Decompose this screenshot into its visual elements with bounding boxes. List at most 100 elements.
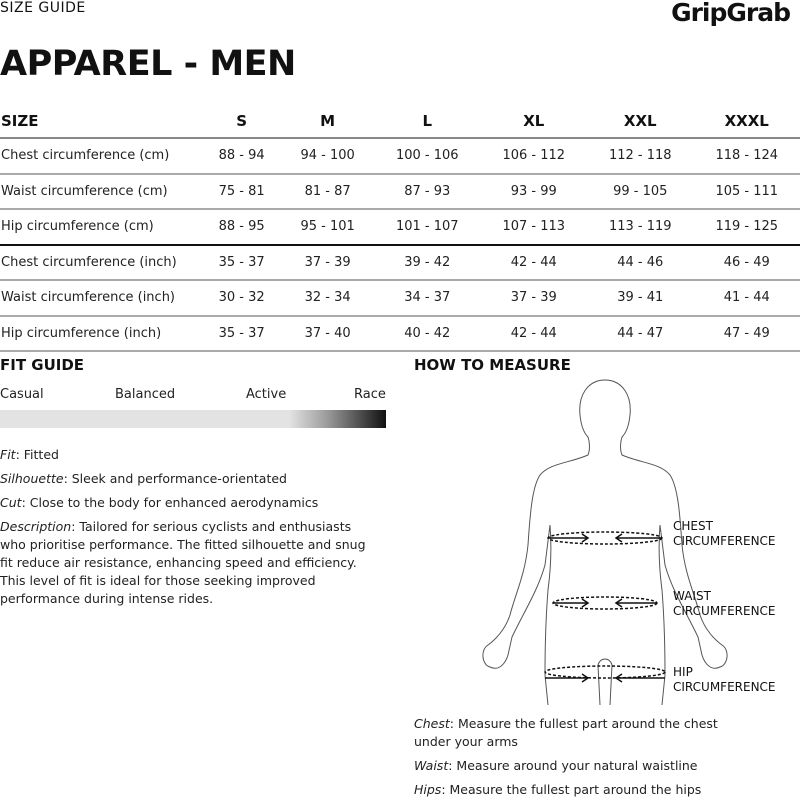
size-cell: 34 - 37 xyxy=(374,280,481,317)
size-cell: 95 - 101 xyxy=(281,209,375,246)
row-label: Chest circumference (cm) xyxy=(0,138,202,175)
size-cell: 37 - 39 xyxy=(480,280,587,317)
page-title: APPAREL - MEN xyxy=(0,44,296,84)
description-paragraph: Description: Tailored for serious cyclis… xyxy=(0,518,380,608)
hip-measure-loop xyxy=(544,665,666,679)
col-header: S xyxy=(202,105,282,139)
size-cell: 87 - 93 xyxy=(374,173,481,210)
hip-label: HIP CIRCUMFERENCE xyxy=(673,665,776,695)
table-row: Hip circumference (inch) 35 - 37 37 - 40 40… xyxy=(0,315,800,352)
size-cell: 39 - 41 xyxy=(587,280,694,317)
size-cell: 88 - 95 xyxy=(202,209,282,246)
chest-instruction: Chest: Measure the fullest part around t… xyxy=(414,715,744,751)
description-term: Description xyxy=(0,519,72,534)
row-label: Hip circumference (inch) xyxy=(0,315,202,352)
size-cell: 81 - 87 xyxy=(281,173,375,210)
size-cell: 105 - 111 xyxy=(693,173,800,210)
brand-logo: GripGrab xyxy=(671,0,791,27)
size-cell: 42 - 44 xyxy=(480,244,587,281)
size-cell: 46 - 49 xyxy=(693,244,800,281)
size-cell: 75 - 81 xyxy=(202,173,282,210)
col-header: XXXL xyxy=(693,105,800,139)
size-cell: 113 - 119 xyxy=(587,209,694,246)
row-label: Chest circumference (inch) xyxy=(0,244,202,281)
chest-label-line2: CIRCUMFERENCE xyxy=(673,534,776,548)
body-figure-illustration xyxy=(482,379,728,706)
size-cell: 39 - 42 xyxy=(374,244,481,281)
hips-text: : Measure the fullest part around the hi… xyxy=(441,782,702,797)
silhouette-line: Silhouette: Sleek and performance-orient… xyxy=(0,470,390,488)
fit-level-casual: Casual xyxy=(0,387,44,402)
waist-label-line2: CIRCUMFERENCE xyxy=(673,604,776,618)
waist-label-line1: WAIST xyxy=(673,589,711,603)
size-cell: 35 - 37 xyxy=(202,315,282,352)
size-cell: 30 - 32 xyxy=(202,280,282,317)
size-cell: 40 - 42 xyxy=(374,315,481,352)
waist-term: Waist xyxy=(414,758,449,773)
size-cell: 41 - 44 xyxy=(693,280,800,317)
fit-guide-title: FIT GUIDE xyxy=(0,356,85,374)
chest-label: CHEST CIRCUMFERENCE xyxy=(673,519,776,549)
table-row: Hip circumference (cm) 88 - 95 95 - 101 101… xyxy=(0,209,800,246)
size-cell: 88 - 94 xyxy=(202,138,282,175)
table-row: Chest circumference (inch) 35 - 37 37 - 39… xyxy=(0,244,800,281)
size-table: SIZE S M L XL XXL XXXL Chest circumferen… xyxy=(0,105,800,352)
table-header-row: SIZE S M L XL XXL XXXL xyxy=(0,105,800,139)
size-cell: 44 - 46 xyxy=(587,244,694,281)
waist-label: WAIST CIRCUMFERENCE xyxy=(673,589,776,619)
chest-text: : Measure the fullest part around the ch… xyxy=(414,716,718,749)
col-header: SIZE xyxy=(0,105,202,139)
silhouette-term: Silhouette xyxy=(0,471,64,486)
hips-term: Hips xyxy=(414,782,442,797)
col-header: M xyxy=(281,105,375,139)
col-header: L xyxy=(374,105,481,139)
size-cell: 112 - 118 xyxy=(587,138,694,175)
size-cell: 118 - 124 xyxy=(693,138,800,175)
cut-value: : Close to the body for enhanced aerodyn… xyxy=(21,495,319,510)
fit-scale-bar xyxy=(0,410,386,428)
fit-term: Fit xyxy=(0,447,16,462)
cut-term: Cut xyxy=(0,495,22,510)
waist-instruction: Waist: Measure around your natural waist… xyxy=(414,757,794,775)
size-cell: 47 - 49 xyxy=(693,315,800,352)
fit-line: Fit: Fitted xyxy=(0,446,390,464)
size-cell: 32 - 34 xyxy=(281,280,375,317)
fit-level-balanced: Balanced xyxy=(115,387,176,402)
hips-instruction: Hips: Measure the fullest part around th… xyxy=(414,781,794,799)
table-row: Waist circumference (cm) 75 - 81 81 - 87 87… xyxy=(0,173,800,210)
description-value: : Tailored for serious cyclists and enth… xyxy=(0,519,366,606)
size-cell: 119 - 125 xyxy=(693,209,800,246)
size-cell: 100 - 106 xyxy=(374,138,481,175)
body-outline xyxy=(482,379,728,706)
fit-value: : Fitted xyxy=(15,447,59,462)
size-cell: 107 - 113 xyxy=(480,209,587,246)
size-cell: 101 - 107 xyxy=(374,209,481,246)
col-header: XXL xyxy=(587,105,694,139)
size-cell: 37 - 40 xyxy=(281,315,375,352)
size-cell: 106 - 112 xyxy=(480,138,587,175)
waist-text: : Measure around your natural waistline xyxy=(448,758,698,773)
hip-label-line2: CIRCUMFERENCE xyxy=(673,680,776,694)
how-to-measure-title: HOW TO MEASURE xyxy=(414,356,571,374)
chest-label-line1: CHEST xyxy=(673,519,713,533)
fit-level-active: Active xyxy=(246,387,287,402)
cut-line: Cut: Close to the body for enhanced aero… xyxy=(0,494,390,512)
size-cell: 93 - 99 xyxy=(480,173,587,210)
row-label: Waist circumference (inch) xyxy=(0,280,202,317)
size-cell: 99 - 105 xyxy=(587,173,694,210)
size-cell: 42 - 44 xyxy=(480,315,587,352)
size-cell: 35 - 37 xyxy=(202,244,282,281)
row-label: Hip circumference (cm) xyxy=(0,209,202,246)
table-row: Chest circumference (cm) 88 - 94 94 - 100 1… xyxy=(0,138,800,175)
size-cell: 94 - 100 xyxy=(281,138,375,175)
size-cell: 44 - 47 xyxy=(587,315,694,352)
row-label: Waist circumference (cm) xyxy=(0,173,202,210)
chest-term: Chest xyxy=(414,716,450,731)
col-header: XL xyxy=(480,105,587,139)
section-label: SIZE GUIDE xyxy=(0,0,86,16)
size-cell: 37 - 39 xyxy=(281,244,375,281)
hip-label-line1: HIP xyxy=(673,665,693,679)
table-row: Waist circumference (inch) 30 - 32 32 - 34… xyxy=(0,280,800,317)
fit-level-race: Race xyxy=(354,387,386,402)
silhouette-value: : Sleek and performance-orientated xyxy=(63,471,287,486)
